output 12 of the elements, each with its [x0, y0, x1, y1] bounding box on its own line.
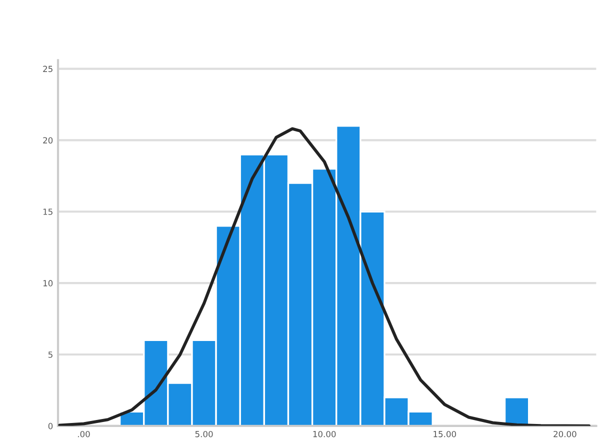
y-tick-label: 20: [43, 137, 53, 144]
x-tick-label: .00: [78, 430, 90, 438]
x-tick-label: 5.00: [195, 430, 213, 438]
y-tick-label: 5: [48, 352, 52, 358]
line-series: [58, 127, 591, 426]
y-tick-label: 25: [43, 66, 52, 72]
y-tick-label: 15: [43, 208, 52, 215]
x-tick-label: 15.00: [434, 430, 456, 438]
y-tick-label: 0: [48, 422, 53, 430]
y-tick-label: 10: [43, 280, 53, 286]
x-tick-label: 10.00: [313, 430, 336, 438]
x-tick-label: 20.00: [554, 430, 576, 438]
